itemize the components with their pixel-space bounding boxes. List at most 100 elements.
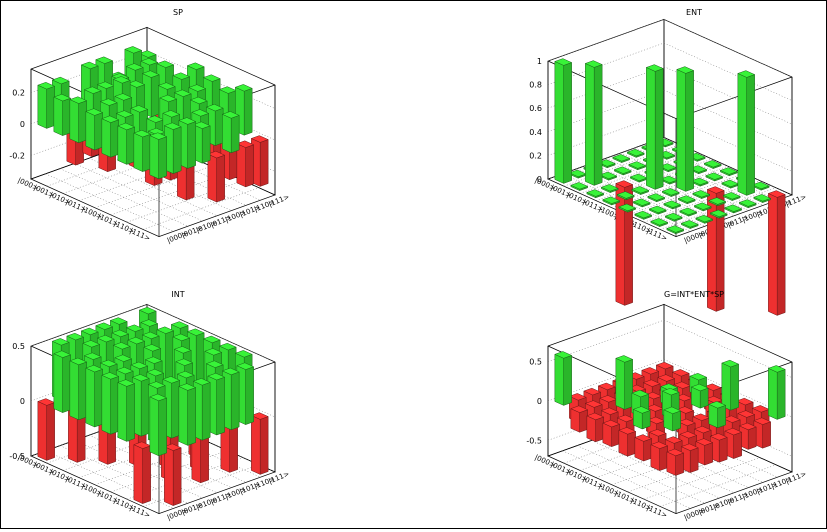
bar: [721, 359, 740, 411]
floor-gridline: [142, 464, 260, 507]
bar: [163, 443, 182, 506]
z-tick-label: -0.5: [526, 436, 542, 445]
z-tick-label: 0.2: [12, 89, 25, 98]
wall-gridline: [547, 113, 665, 156]
bar: [631, 186, 650, 195]
bar: [721, 179, 740, 189]
wall-gridline: [30, 304, 148, 347]
floor-gridline: [611, 165, 729, 209]
bar: [628, 161, 647, 171]
z-tick-label: 0: [537, 397, 542, 406]
bar: [663, 406, 682, 432]
bar: [207, 150, 226, 203]
bar: [767, 365, 786, 420]
floor-gridline: [142, 187, 260, 230]
bar: [629, 173, 648, 183]
row-tick-label: |111>: [128, 227, 151, 243]
bar: [554, 58, 573, 184]
row-tick-label: |111>: [645, 504, 668, 520]
z-tick-label: 0.5: [12, 342, 25, 351]
bar: [664, 212, 683, 222]
row-tick-label: |111>: [645, 227, 668, 243]
floor-gridline: [659, 464, 777, 507]
bar: [753, 194, 772, 203]
bar: [645, 64, 664, 190]
bar: [149, 393, 168, 457]
bar: [708, 401, 727, 429]
bar: [117, 122, 136, 165]
wall-gridline: [547, 137, 665, 180]
bar: [626, 148, 645, 158]
bar: [722, 192, 741, 201]
wall-gridline: [547, 359, 665, 402]
bar: [85, 364, 104, 428]
bar: [85, 108, 104, 151]
bar: [250, 412, 269, 475]
bar: [133, 129, 152, 172]
col-tick-label: |111>: [785, 193, 808, 209]
bar: [661, 188, 680, 197]
bar: [570, 405, 589, 433]
bar: [705, 172, 724, 182]
bar: [709, 209, 728, 219]
bar: [708, 197, 727, 207]
z-tick-label: -0.2: [9, 151, 25, 160]
bar: [690, 383, 709, 409]
bar: [615, 355, 634, 410]
bar: [37, 82, 56, 129]
col-tick-label: |111>: [268, 193, 291, 209]
chart-title: G=INT*ENT*SP: [664, 290, 724, 299]
bar: [612, 154, 631, 163]
bar: [570, 182, 589, 191]
bar: [616, 191, 635, 201]
z-tick-label: 0: [537, 175, 542, 184]
z-tick-label: 0: [20, 397, 25, 406]
bar: [53, 350, 72, 413]
bar: [663, 200, 682, 210]
floor-gridline: [659, 187, 777, 230]
bar: [647, 193, 666, 203]
bar: [236, 140, 255, 188]
bar: [101, 115, 120, 158]
bar: [679, 207, 698, 217]
bar: [53, 93, 72, 136]
box-top-edge: [675, 76, 793, 119]
bar: [737, 70, 756, 196]
bar: [600, 184, 619, 193]
bar: [680, 220, 699, 229]
bar: [724, 204, 743, 214]
chart-title: INT: [171, 290, 184, 299]
bar: [738, 422, 757, 450]
bar: [738, 199, 757, 209]
floor-gridline: [579, 428, 697, 471]
bar: [586, 189, 605, 199]
bar: [767, 190, 786, 316]
bar: [586, 412, 605, 443]
z-tick-label: 1: [537, 57, 542, 66]
z-tick-label: 0.2: [529, 151, 542, 160]
chart-title: SP: [173, 8, 183, 17]
bar: [703, 160, 722, 169]
bar: [584, 60, 603, 186]
col-tick-label: |111>: [268, 470, 291, 486]
z-tick-label: -0.5: [9, 452, 25, 461]
bar: [692, 190, 711, 199]
bar: [666, 225, 685, 235]
bar: [615, 180, 634, 306]
floor-gridline: [627, 173, 745, 216]
bar: [650, 218, 669, 227]
bar: [658, 163, 677, 173]
z-tick-label: 0.6: [529, 104, 542, 113]
bar: [719, 167, 738, 177]
bar: [133, 441, 152, 504]
z-tick-label: 0.8: [529, 81, 542, 90]
col-tick-label: |111>: [785, 470, 808, 486]
bar: [602, 196, 621, 206]
wall-gridline: [547, 319, 665, 362]
chart-title: ENT: [686, 8, 702, 17]
z-tick-label: 0: [20, 120, 25, 129]
chart-panel-4: G=INT*ENT*SP0.50-0.5|000>|000>|001>|001>…: [526, 290, 807, 522]
z-tick-label: 0.4: [529, 128, 542, 137]
bar: [149, 132, 168, 180]
